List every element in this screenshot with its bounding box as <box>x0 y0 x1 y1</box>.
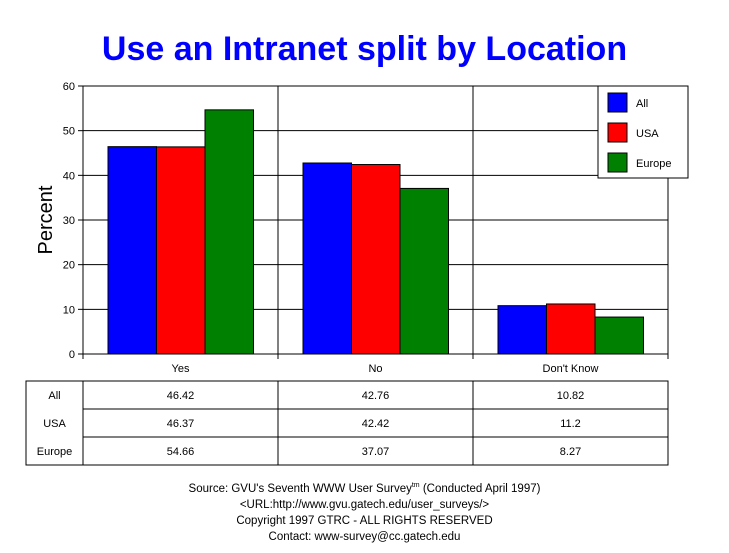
legend-label: USA <box>636 128 659 140</box>
table-row-label: Europe <box>37 446 72 458</box>
table-cell: 8.27 <box>560 446 581 458</box>
bar <box>204 109 254 355</box>
y-tick-label: 60 <box>63 81 75 93</box>
y-axis-label: Percent <box>35 185 57 254</box>
y-tick-label: 20 <box>63 260 75 272</box>
table-row-label: USA <box>43 418 66 430</box>
legend-label: All <box>636 98 648 110</box>
y-tick-label: 30 <box>63 215 75 227</box>
bar <box>107 146 157 355</box>
footer-url: <URL:http://www.gvu.gatech.edu/user_surv… <box>239 498 490 511</box>
y-tick-label: 10 <box>63 304 75 316</box>
table-cell: 46.37 <box>167 418 195 430</box>
legend-swatch <box>607 122 628 143</box>
table-cell: 42.76 <box>362 390 390 402</box>
footer-copyright: Copyright 1997 GTRC - ALL RIGHTS RESERVE… <box>236 514 493 527</box>
footer-source: Source: GVU's Seventh WWW User Surveytm … <box>188 482 541 495</box>
footer-contact: Contact: www-survey@cc.gatech.edu <box>268 530 461 543</box>
legend-swatch <box>607 152 628 173</box>
bar <box>546 303 596 355</box>
legend-label: Europe <box>636 158 671 170</box>
y-tick-label: 0 <box>69 349 75 361</box>
table-cell: 11.2 <box>560 418 581 430</box>
footer: Source: GVU's Seventh WWW User Surveytm … <box>0 478 729 545</box>
table-cell: 10.82 <box>557 390 585 402</box>
table-cell: 42.42 <box>362 418 390 430</box>
table-frame <box>25 380 669 466</box>
bar <box>594 316 644 355</box>
y-tick-label: 40 <box>63 170 75 182</box>
x-tick-label: Yes <box>172 363 190 375</box>
bar <box>302 162 352 355</box>
bar <box>156 146 206 355</box>
x-tick-label: No <box>368 363 382 375</box>
chart-title: Use an Intranet split by Location <box>101 30 628 68</box>
bar <box>497 305 547 355</box>
y-tick-label: 50 <box>63 126 75 138</box>
x-tick-label: Don't Know <box>543 363 599 375</box>
table-cell: 37.07 <box>362 446 390 458</box>
bar <box>351 164 401 355</box>
legend-swatch <box>607 92 628 113</box>
table-cell: 46.42 <box>167 390 195 402</box>
table-row-label: All <box>48 390 60 402</box>
table-cell: 54.66 <box>167 446 195 458</box>
bar <box>399 187 449 355</box>
